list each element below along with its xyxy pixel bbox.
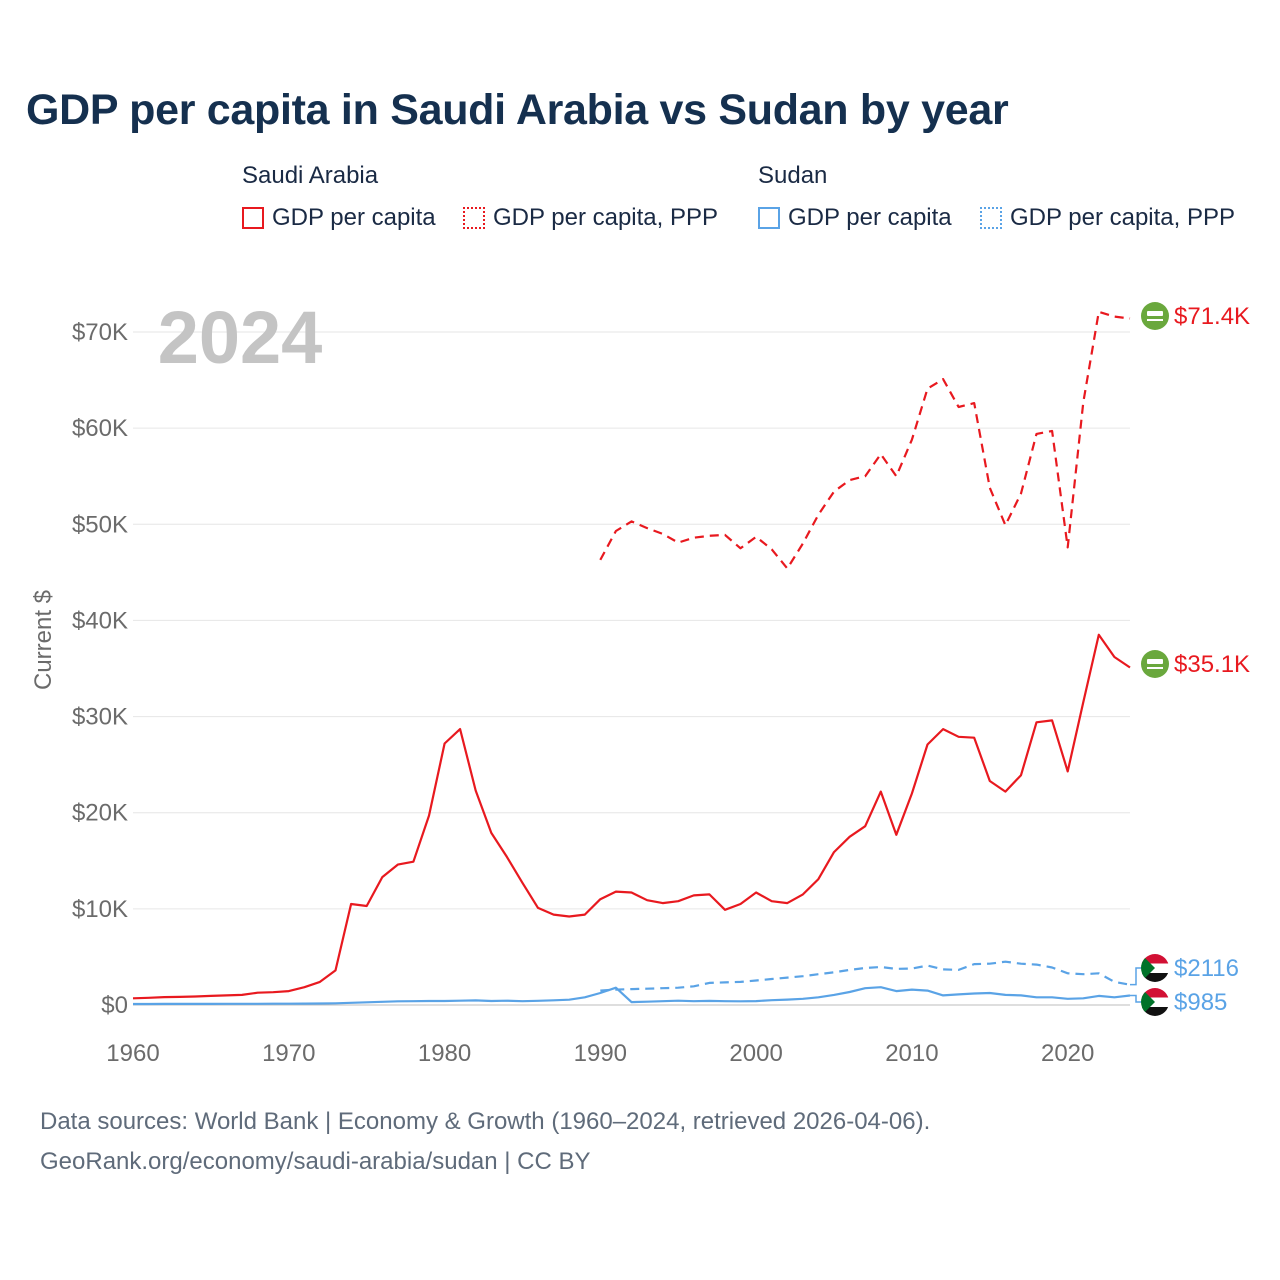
flag-stripe-white	[1141, 997, 1169, 1007]
year-watermark: 2024	[158, 296, 323, 379]
y-tick-label: $0	[101, 992, 128, 1019]
series-lines	[132, 310, 1131, 1006]
x-tick-label: 2020	[1041, 1040, 1094, 1067]
legend-item-saudi-gdp-ppp[interactable]: GDP per capita, PPP	[463, 204, 718, 232]
sudan-flag-icon	[1141, 988, 1169, 1016]
y-axis-tick-labels: $0 $10K $20K $30K $40K $50K $60K $70K	[72, 319, 128, 1019]
flag-stripe-red	[1141, 954, 1169, 964]
y-tick-label: $50K	[72, 511, 128, 538]
legend-item-sudan-gdp[interactable]: GDP per capita	[758, 204, 952, 232]
series-line-2	[133, 986, 1131, 1006]
x-tick-label: 2000	[729, 1040, 782, 1067]
y-tick-label: $60K	[72, 415, 128, 442]
legend-item-sudan-gdp-ppp[interactable]: GDP per capita, PPP	[980, 204, 1235, 232]
legend-swatch-solid-icon	[758, 207, 780, 229]
chart-title: GDP per capita in Saudi Arabia vs Sudan …	[26, 86, 1009, 134]
flag-stripe-black	[1141, 973, 1169, 982]
end-value-label: $985	[1174, 989, 1227, 1016]
x-tick-label: 2010	[885, 1040, 938, 1067]
label-connector	[1130, 967, 1141, 986]
flag-stripes	[1141, 954, 1169, 982]
gridlines	[133, 331, 1130, 1006]
saudi-flag-icon	[1141, 302, 1169, 330]
legend-item-label: GDP per capita, PPP	[493, 204, 718, 231]
legend-group-saudi-arabia: Saudi Arabia	[242, 162, 379, 189]
sudan-flag-icon	[1141, 954, 1169, 982]
footer-sources: Data sources: World Bank | Economy & Gro…	[40, 1108, 931, 1135]
series-line-3	[600, 960, 1131, 992]
y-tick-label: $30K	[72, 704, 128, 731]
y-tick-label: $40K	[72, 607, 128, 634]
flag-triangle	[1141, 954, 1155, 982]
flag-script	[1147, 659, 1163, 664]
saudi-flag-icon	[1141, 650, 1169, 678]
flag-stripe-black	[1141, 1007, 1169, 1016]
flag-triangle	[1141, 988, 1155, 1016]
end-value-label: $2116	[1174, 955, 1239, 982]
legend-item-label: GDP per capita	[788, 204, 952, 231]
flag-script	[1147, 311, 1163, 316]
y-tick-label: $70K	[72, 319, 128, 346]
footer-attribution: GeoRank.org/economy/saudi-arabia/sudan |…	[40, 1148, 591, 1175]
legend-item-label: GDP per capita	[272, 204, 436, 231]
label-connector	[1130, 994, 1141, 1003]
legend-item-label: GDP per capita, PPP	[1010, 204, 1235, 231]
x-tick-label: 1980	[418, 1040, 471, 1067]
end-value-label: $71.4K	[1174, 303, 1250, 330]
y-tick-label: $20K	[72, 800, 128, 827]
flag-stripe-red	[1141, 988, 1169, 998]
x-tick-label: 1990	[574, 1040, 627, 1067]
legend-item-saudi-gdp[interactable]: GDP per capita	[242, 204, 436, 232]
legend-swatch-solid-icon	[242, 207, 264, 229]
legend-group-sudan: Sudan	[758, 162, 828, 189]
series-line-1	[599, 310, 1131, 570]
x-tick-label: 1960	[106, 1040, 159, 1067]
x-axis-tick-labels: 1960 1970 1980 1990 2000 2010 2020	[106, 1040, 1094, 1067]
y-axis-label: Current $	[30, 590, 57, 690]
flag-stripes	[1141, 988, 1169, 1016]
y-tick-label: $10K	[72, 896, 128, 923]
legend-swatch-dotted-icon	[980, 207, 1002, 229]
end-value-label: $35.1K	[1174, 651, 1250, 678]
end-markers: $35.1K $71.4K $985 $2116	[1130, 302, 1250, 1016]
series-line-0	[132, 633, 1131, 1000]
flag-stripe-white	[1141, 963, 1169, 973]
x-tick-label: 1970	[262, 1040, 315, 1067]
legend-swatch-dotted-icon	[463, 207, 485, 229]
